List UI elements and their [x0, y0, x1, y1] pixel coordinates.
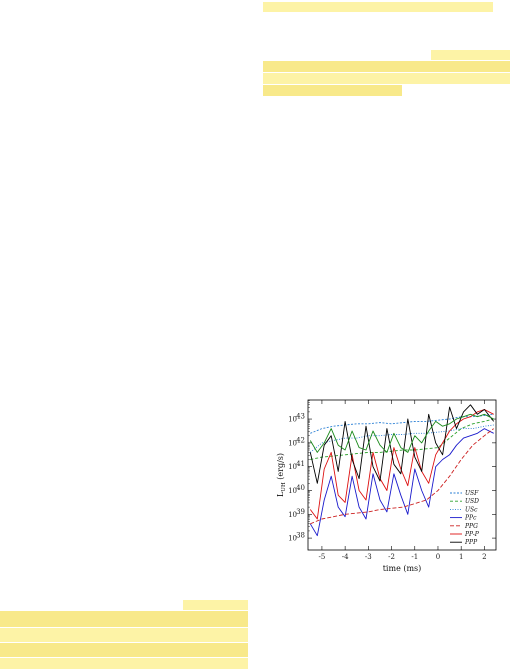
y-tick-label-exponent: 43	[296, 413, 305, 421]
highlight-paragraph-line-2	[263, 61, 510, 72]
y-tick-label: 10	[288, 416, 297, 424]
highlight-bottom-line-2	[0, 611, 248, 627]
x-tick-label: -1	[411, 553, 418, 561]
x-tick-label: -5	[319, 553, 326, 561]
highlight-paragraph-line-3	[263, 73, 510, 84]
x-axis-label: time (ms)	[383, 564, 422, 573]
x-tick-label: 0	[436, 553, 440, 561]
legend-label: PPG	[464, 523, 478, 530]
series-line-ppg	[310, 428, 494, 525]
series-line-pp-p	[309, 409, 494, 520]
highlight-bottom-line-4	[0, 643, 248, 657]
luminosity-time-figure: -5 -4 -3 -2 -1 0 1 2 10 38 10 39 10 40 10 41 10 42 10 43 tim…	[274, 390, 510, 575]
highlight-bottom-line-1	[183, 600, 248, 610]
series-line-usd	[310, 418, 494, 460]
series-line-usf	[310, 413, 494, 434]
highlight-bottom-line-3	[0, 628, 248, 642]
x-tick-label: 2	[482, 553, 486, 561]
highlight-bottom-line-5	[0, 658, 248, 669]
highlight-top-line	[263, 2, 493, 12]
y-tick-label: 10	[288, 535, 297, 543]
y-tick-label-exponent: 39	[296, 508, 305, 516]
legend-label: USF	[465, 490, 479, 497]
legend-label: USc	[465, 506, 478, 513]
series-line-ppc	[309, 428, 494, 537]
y-axis-label: LUH (erg/s)	[276, 453, 287, 497]
y-tick-label-exponent: 40	[296, 484, 305, 492]
x-tick-label: -4	[342, 553, 349, 561]
highlight-paragraph-line-1	[431, 50, 510, 60]
y-tick-label-exponent: 38	[296, 532, 305, 540]
x-tick-label: -3	[365, 553, 372, 561]
x-tick-label: -2	[388, 553, 395, 561]
y-tick-label: 10	[288, 487, 297, 495]
legend-label: USD	[465, 498, 479, 505]
legend-label: PPP	[464, 539, 478, 546]
y-tick-label: 10	[288, 463, 297, 471]
series-line-unlabeled-7	[309, 413, 494, 453]
plot-frame	[307, 399, 497, 551]
y-tick-label: 10	[288, 439, 297, 447]
y-tick-label: 10	[288, 511, 297, 519]
highlight-paragraph-line-4	[263, 85, 402, 96]
x-tick-label: 1	[459, 553, 463, 561]
y-tick-label-exponent: 41	[296, 460, 305, 468]
y-tick-label-exponent: 42	[296, 436, 305, 444]
legend-label: PP-P	[464, 531, 480, 538]
legend-label: PPc	[464, 515, 477, 522]
